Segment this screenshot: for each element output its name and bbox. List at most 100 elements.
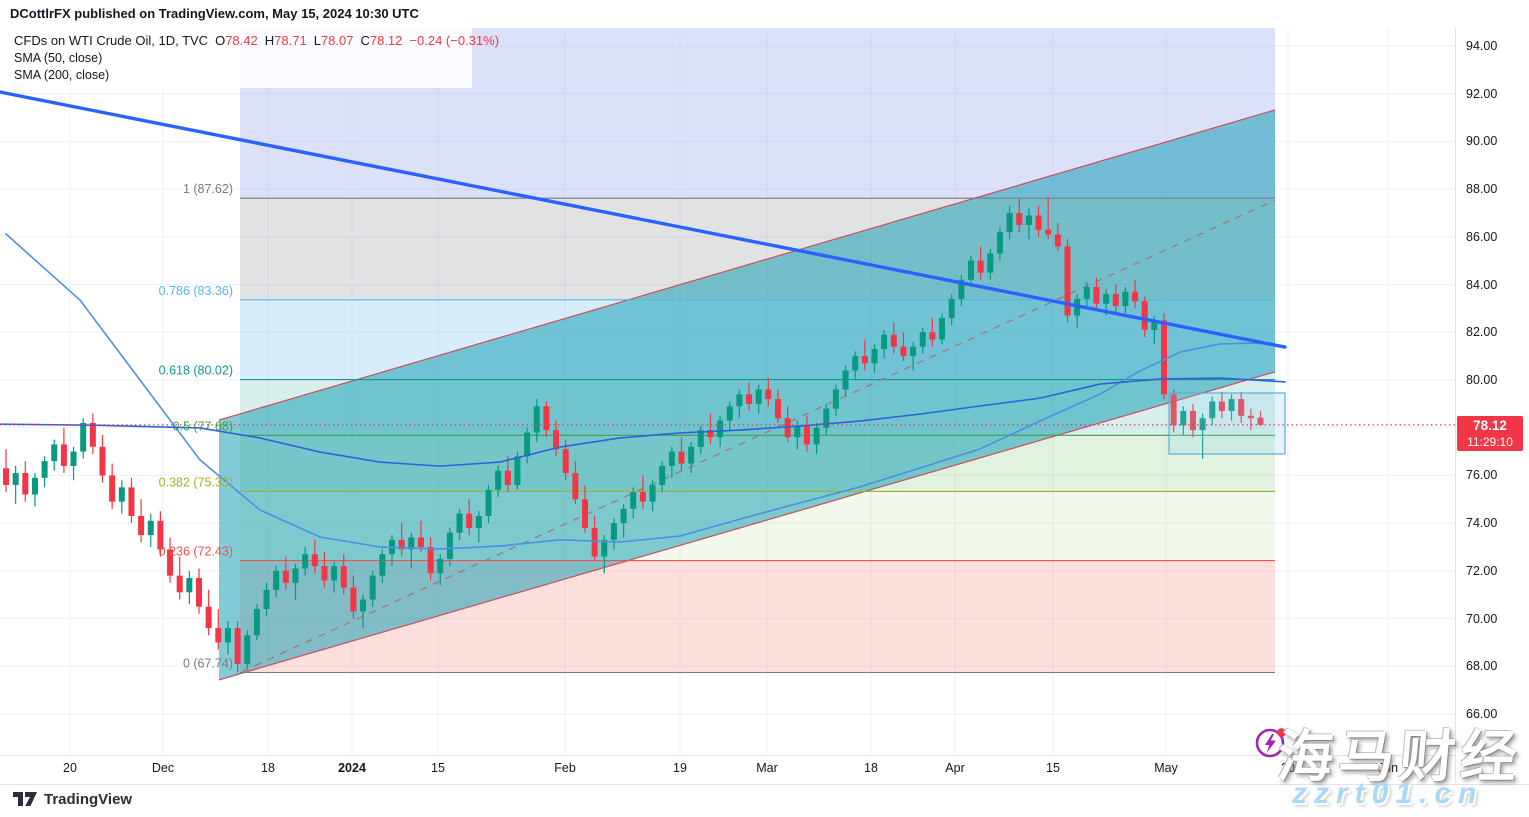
candle[interactable] [408,537,415,550]
candle[interactable] [514,456,521,485]
candle[interactable] [1199,418,1206,431]
candle[interactable] [60,444,67,466]
candle[interactable] [31,477,38,495]
channel-upper-border[interactable] [218,109,1276,421]
candle[interactable] [1112,294,1119,307]
candle[interactable] [639,492,646,502]
channel-lower-border[interactable] [218,371,1276,681]
candle[interactable] [968,260,974,280]
candle[interactable] [746,394,753,404]
candle[interactable] [832,389,839,409]
candle[interactable] [871,348,878,364]
candle[interactable] [620,508,627,524]
candle[interactable] [1132,291,1139,302]
candle[interactable] [1093,286,1100,304]
candle[interactable] [475,515,482,528]
candle[interactable] [736,394,743,407]
candle[interactable] [1209,401,1216,419]
candle[interactable] [379,554,386,576]
candle[interactable] [890,334,897,347]
candle[interactable] [1151,320,1158,330]
candle[interactable] [582,499,588,528]
candle[interactable] [572,473,579,500]
candle[interactable] [794,425,801,438]
candle[interactable] [659,465,666,485]
candle[interactable] [196,578,202,607]
candle[interactable] [157,520,164,550]
sma200-line[interactable] [0,377,1286,467]
candle[interactable] [678,451,685,464]
candle[interactable] [437,558,444,574]
candle[interactable] [881,334,888,349]
candle[interactable] [939,317,946,340]
candle[interactable] [1238,399,1245,416]
candle[interactable] [12,473,19,485]
candle[interactable] [138,515,145,536]
candle[interactable] [1189,411,1196,431]
candle[interactable] [543,406,550,431]
candle[interactable] [562,449,569,474]
candle[interactable] [224,628,231,643]
sma50-legend[interactable]: SMA (50, close) [14,51,103,65]
candle[interactable] [610,523,617,540]
candle[interactable] [128,487,135,516]
candle[interactable] [186,578,193,593]
candle[interactable] [948,298,955,318]
candle[interactable] [321,566,328,581]
candle[interactable] [99,446,106,476]
candle[interactable] [504,470,511,485]
candle[interactable] [51,444,58,462]
candle[interactable] [707,430,714,438]
candle[interactable] [726,406,733,421]
candle[interactable] [109,475,116,502]
candle[interactable] [823,408,830,428]
candle[interactable] [668,451,675,466]
candle[interactable] [813,427,820,445]
candle[interactable] [398,539,405,550]
candle[interactable] [495,470,502,490]
candle[interactable] [1054,234,1061,247]
candle[interactable] [852,356,859,371]
candle[interactable] [446,532,453,559]
candle[interactable] [147,520,154,536]
tradingview-brand[interactable]: TradingView [12,789,132,809]
candle[interactable] [273,570,280,590]
candle[interactable] [1103,294,1110,304]
candle[interactable] [533,406,540,433]
candle[interactable] [1064,246,1071,316]
parallel-channel-fill[interactable] [219,109,1275,680]
candle[interactable] [466,513,473,528]
candle[interactable] [524,432,531,457]
time-axis-separator[interactable] [0,755,1456,756]
candle[interactable] [292,568,299,583]
candle[interactable] [1218,401,1225,412]
candle[interactable] [311,554,318,567]
candle[interactable] [977,260,984,273]
candle[interactable] [958,279,965,299]
candle[interactable] [784,418,791,438]
candle[interactable] [118,487,125,502]
candle[interactable] [427,547,434,574]
candle[interactable] [22,473,29,495]
candle[interactable] [263,589,270,610]
candle[interactable] [842,370,849,390]
candle[interactable] [282,570,289,583]
candle[interactable] [1074,298,1081,316]
flash-icon[interactable] [1252,724,1290,762]
candle[interactable] [389,539,395,555]
candle[interactable] [649,484,656,502]
candle[interactable] [1161,320,1167,395]
candle[interactable] [215,628,222,643]
candle[interactable] [1035,215,1042,230]
candle[interactable] [1025,215,1032,225]
candle[interactable] [167,549,174,576]
candle[interactable] [591,527,598,557]
candle[interactable] [900,346,907,357]
candle[interactable] [1006,213,1013,233]
candle[interactable] [1170,394,1177,426]
candle[interactable] [485,489,492,516]
sma50-line[interactable] [5,233,1286,550]
candle[interactable] [775,399,781,419]
symbol-legend-row[interactable]: CFDs on WTI Crude Oil, 1D, TVC O78.42 H78.… [14,33,499,48]
